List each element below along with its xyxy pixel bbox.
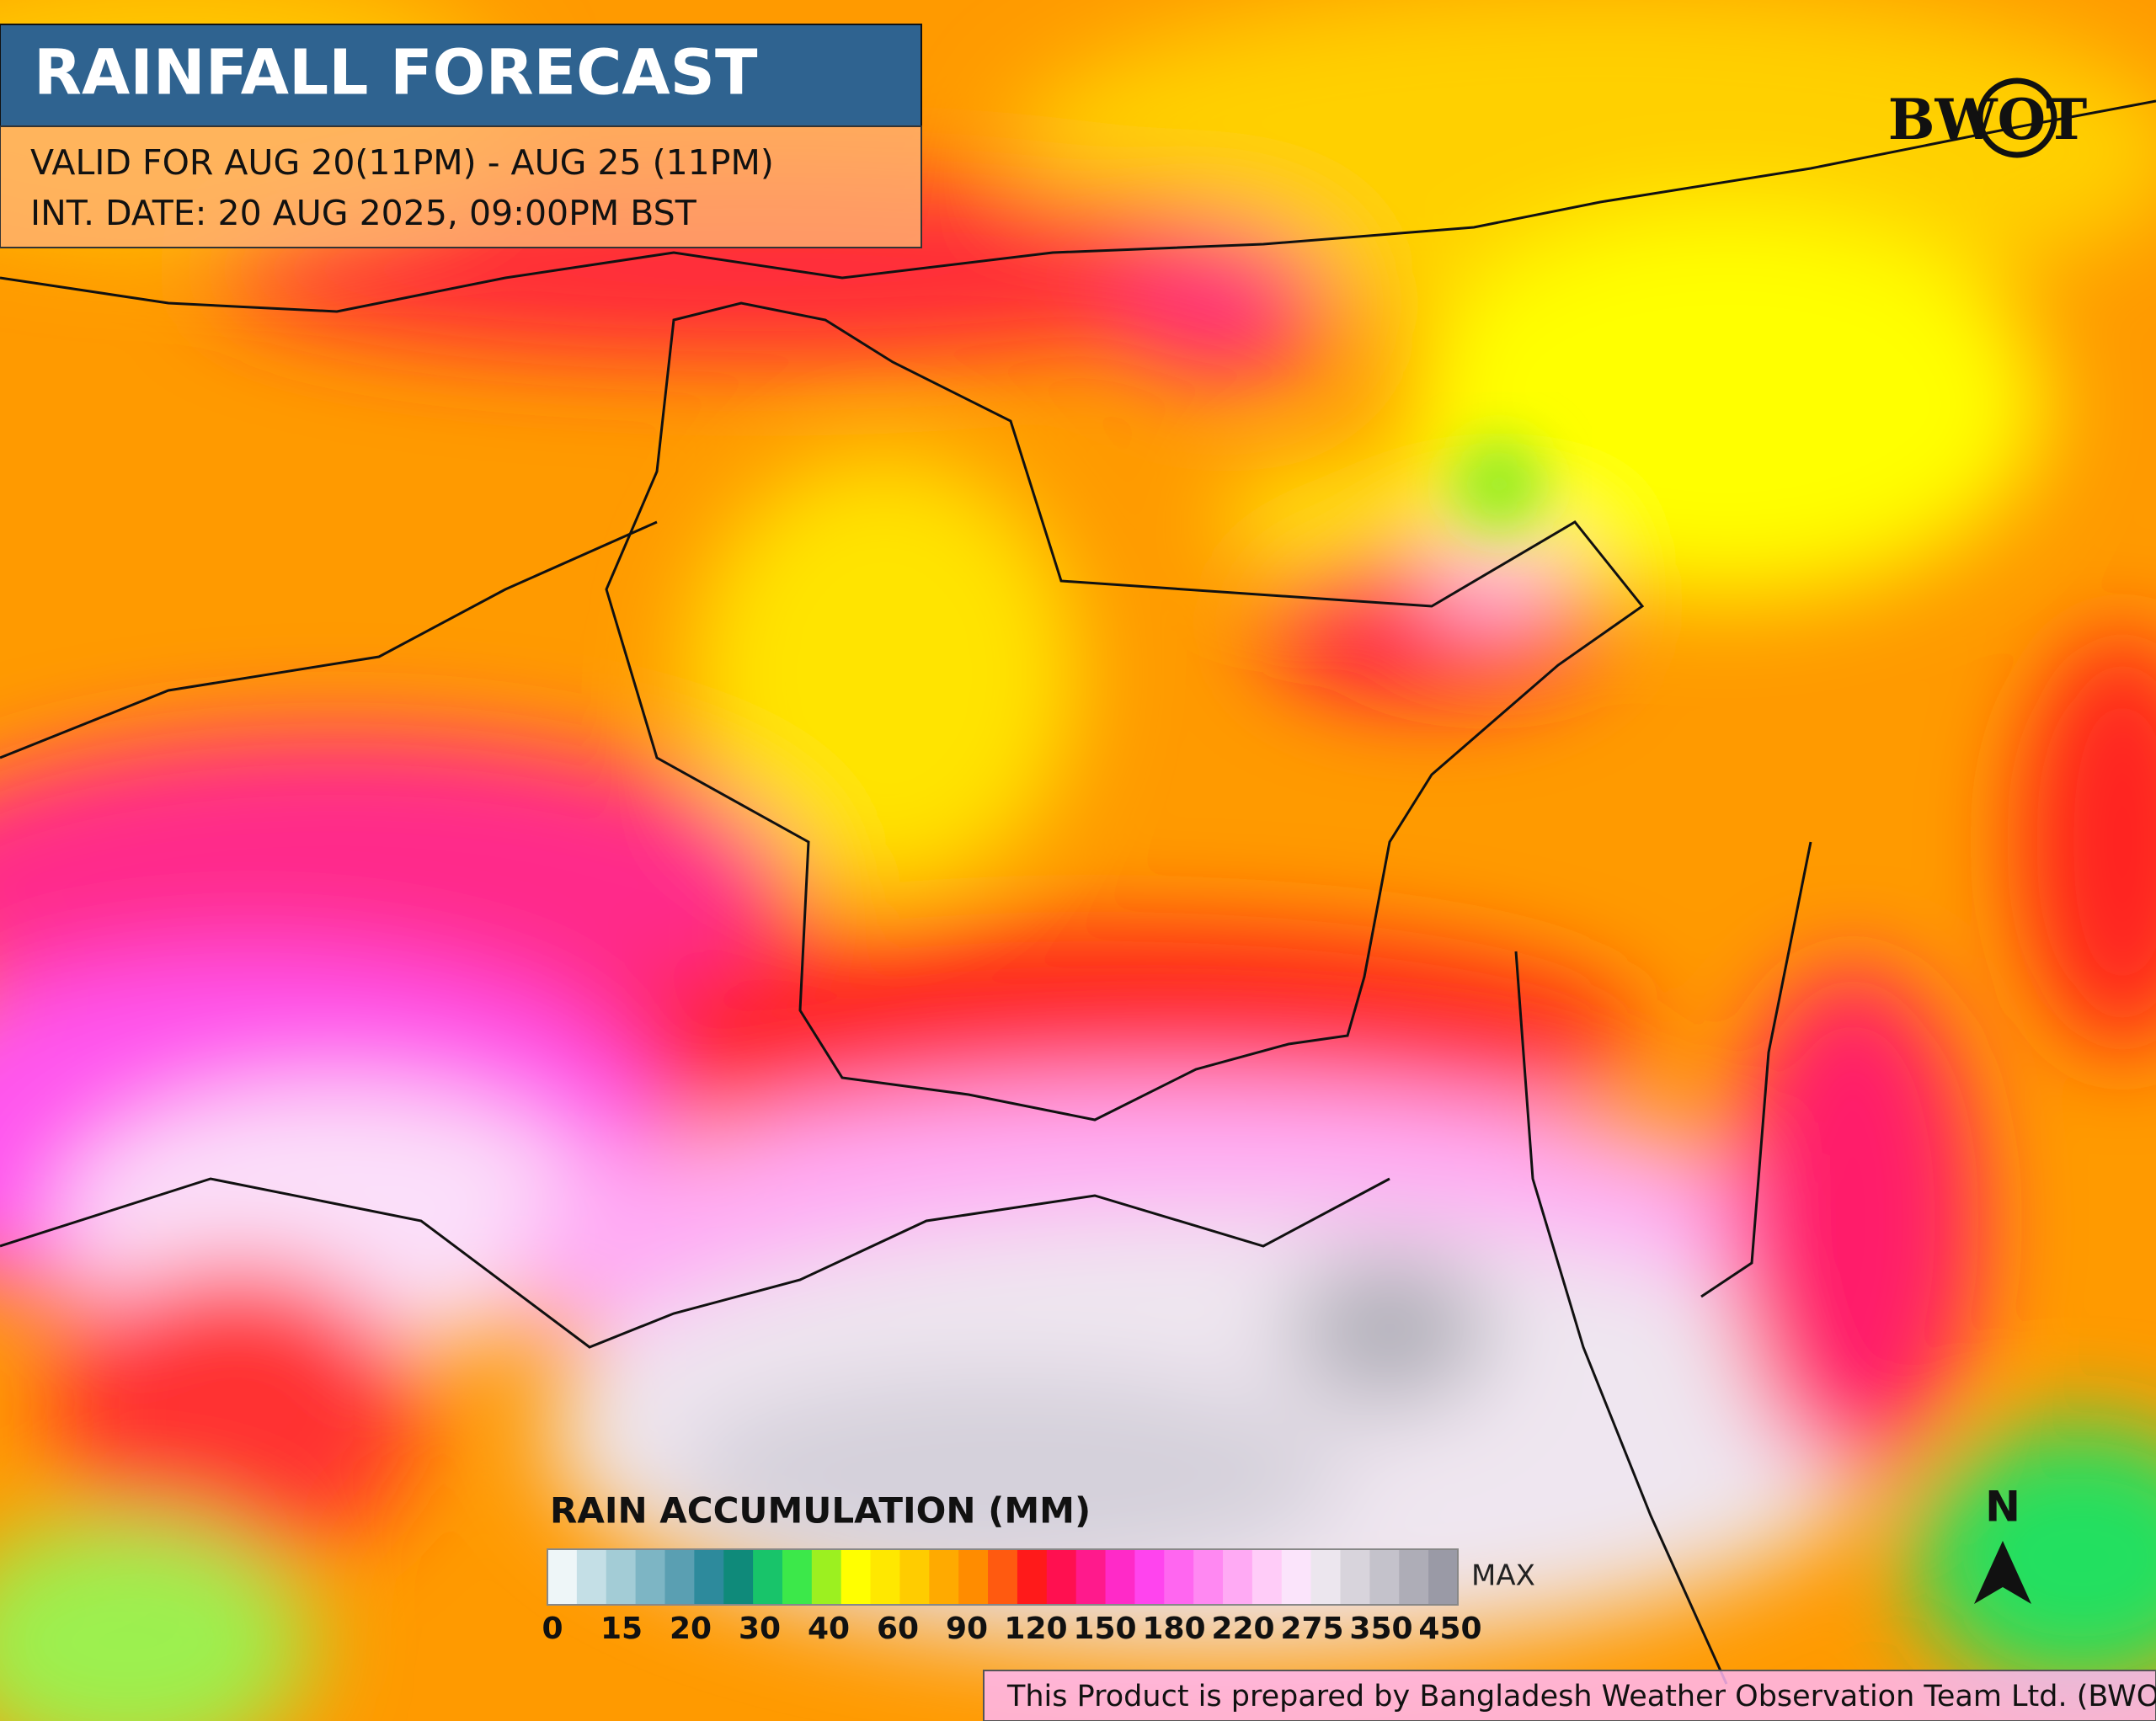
legend-label: 180 xyxy=(1142,1612,1205,1646)
legend-swatch xyxy=(1310,1549,1342,1605)
legend-swatch xyxy=(1340,1549,1370,1605)
legend-bar xyxy=(547,1548,1459,1606)
legend-swatch xyxy=(723,1549,754,1605)
legend-label: 350 xyxy=(1349,1612,1412,1646)
legend-label: 40 xyxy=(808,1612,850,1646)
legend-swatch xyxy=(606,1549,637,1605)
legend-swatch xyxy=(1223,1549,1253,1605)
rain-spot xyxy=(1453,438,1545,530)
legend-label: 30 xyxy=(739,1612,781,1646)
logo-ring xyxy=(1977,77,2057,158)
legend-swatch xyxy=(1164,1549,1194,1605)
logo: BWOT xyxy=(1888,87,2088,152)
legend-swatch xyxy=(899,1549,930,1605)
legend-swatch xyxy=(1075,1549,1107,1605)
legend-max: MAX xyxy=(1471,1559,1535,1593)
legend-label: 450 xyxy=(1418,1612,1481,1646)
valid-period: VALID FOR AUG 20(11PM) - AUG 25 (11PM) xyxy=(30,142,774,183)
legend-label: 60 xyxy=(877,1612,919,1646)
legend-swatch xyxy=(929,1549,959,1605)
legend-label: 275 xyxy=(1280,1612,1343,1646)
footer-box xyxy=(983,1670,2156,1721)
legend-swatch xyxy=(870,1549,900,1605)
legend-swatch xyxy=(958,1549,989,1605)
legend-swatch xyxy=(1399,1549,1429,1605)
legend-label: 120 xyxy=(1004,1612,1067,1646)
subtitle-box xyxy=(0,125,922,248)
legend-labels: 0 15 20 30 40 60 90 120 150 180 220 275 350 450 xyxy=(542,1612,1481,1646)
legend-swatch xyxy=(1281,1549,1312,1605)
legend-swatch xyxy=(811,1549,842,1605)
legend-swatch xyxy=(1251,1549,1283,1605)
legend-label: 15 xyxy=(600,1612,643,1646)
legend-swatch xyxy=(988,1549,1018,1605)
legend-title: RAIN ACCUMULATION (MM) xyxy=(550,1490,1091,1532)
legend-swatch xyxy=(576,1549,607,1605)
init-date: INT. DATE: 20 AUG 2025, 09:00PM BST xyxy=(30,193,697,233)
legend-swatch xyxy=(1428,1549,1459,1605)
legend-swatch xyxy=(1369,1549,1400,1605)
legend-swatch xyxy=(1046,1549,1077,1605)
north-label: N xyxy=(1985,1483,2020,1532)
title-box xyxy=(0,24,922,127)
legend-label: 220 xyxy=(1211,1612,1274,1646)
legend-swatch xyxy=(753,1549,783,1605)
title: RAINFALL FORECAST xyxy=(34,37,758,109)
legend-label: 0 xyxy=(542,1612,563,1646)
legend-swatch xyxy=(782,1549,813,1605)
legend-label: 90 xyxy=(946,1612,988,1646)
legend-swatch xyxy=(1105,1549,1135,1605)
legend-swatch xyxy=(1017,1549,1048,1605)
north-arrow xyxy=(1974,1541,2031,1604)
legend-label: 20 xyxy=(670,1612,712,1646)
legend-swatch xyxy=(547,1549,578,1605)
legend-label: 150 xyxy=(1073,1612,1136,1646)
legend-swatch xyxy=(635,1549,665,1605)
legend-swatch xyxy=(694,1549,724,1605)
legend-swatch xyxy=(1134,1549,1165,1605)
legend-frame xyxy=(547,1548,1459,1606)
legend-swatch xyxy=(664,1549,695,1605)
legend-swatch xyxy=(1193,1549,1224,1605)
boundaries xyxy=(0,99,2156,1685)
legend-swatch xyxy=(841,1549,872,1605)
footer: This Product is prepared by Bangladesh W… xyxy=(1006,1680,2156,1713)
